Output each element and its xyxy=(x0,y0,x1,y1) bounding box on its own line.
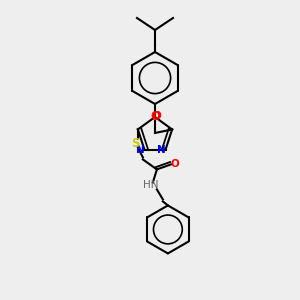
Text: O: O xyxy=(153,111,161,121)
Text: S: S xyxy=(130,137,139,150)
Text: O: O xyxy=(170,159,179,170)
Text: O: O xyxy=(150,110,160,124)
Text: N: N xyxy=(136,145,145,154)
Text: N: N xyxy=(157,145,166,154)
Text: HN: HN xyxy=(143,180,159,190)
